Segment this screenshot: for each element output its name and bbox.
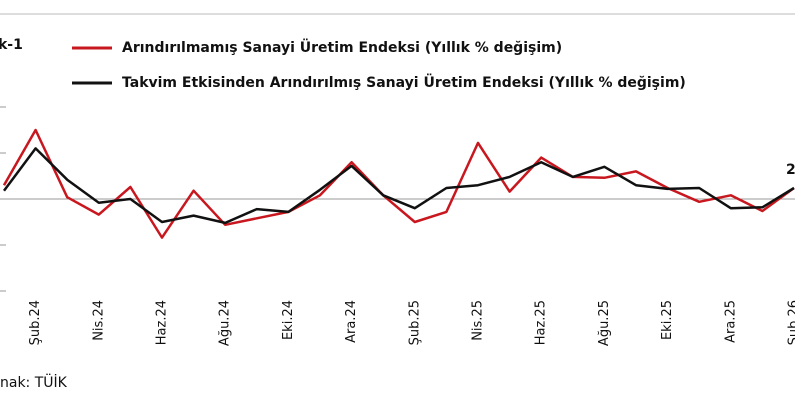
x-tick-label: Eki.25	[660, 300, 675, 340]
x-tick-label: Nis.25	[471, 300, 486, 341]
chart-title: k-1	[0, 37, 23, 53]
x-tick-label: Haz.25	[534, 300, 549, 345]
series-line	[2, 147, 795, 225]
x-tick-label: Şub.26	[787, 300, 795, 345]
x-tick-label: Şub.24	[28, 300, 43, 345]
source: nak: TÜİK	[0, 373, 68, 391]
data-label: 2	[786, 162, 795, 178]
x-tick-label: Şub.25	[407, 300, 422, 345]
x-tick-label: Ağu.25	[597, 300, 612, 346]
x-tick-label: Ağu.24	[218, 300, 233, 346]
legend-label: Arındırılmamış Sanayi Üretim Endeksi (Yı…	[122, 38, 562, 56]
x-tick-label: Haz.24	[155, 300, 170, 345]
legend-label: Takvim Etkisinden Arındırılmış Sanayi Ür…	[122, 73, 686, 91]
x-tick-label: Nis.24	[91, 300, 106, 341]
x-tick-label: Eki.24	[281, 300, 296, 340]
x-tick-label: Ara.25	[723, 300, 738, 343]
series-line	[2, 128, 795, 239]
legend: Arındırılmamış Sanayi Üretim Endeksi (Yı…	[72, 38, 686, 91]
x-tick-label: Ara.24	[344, 300, 359, 343]
